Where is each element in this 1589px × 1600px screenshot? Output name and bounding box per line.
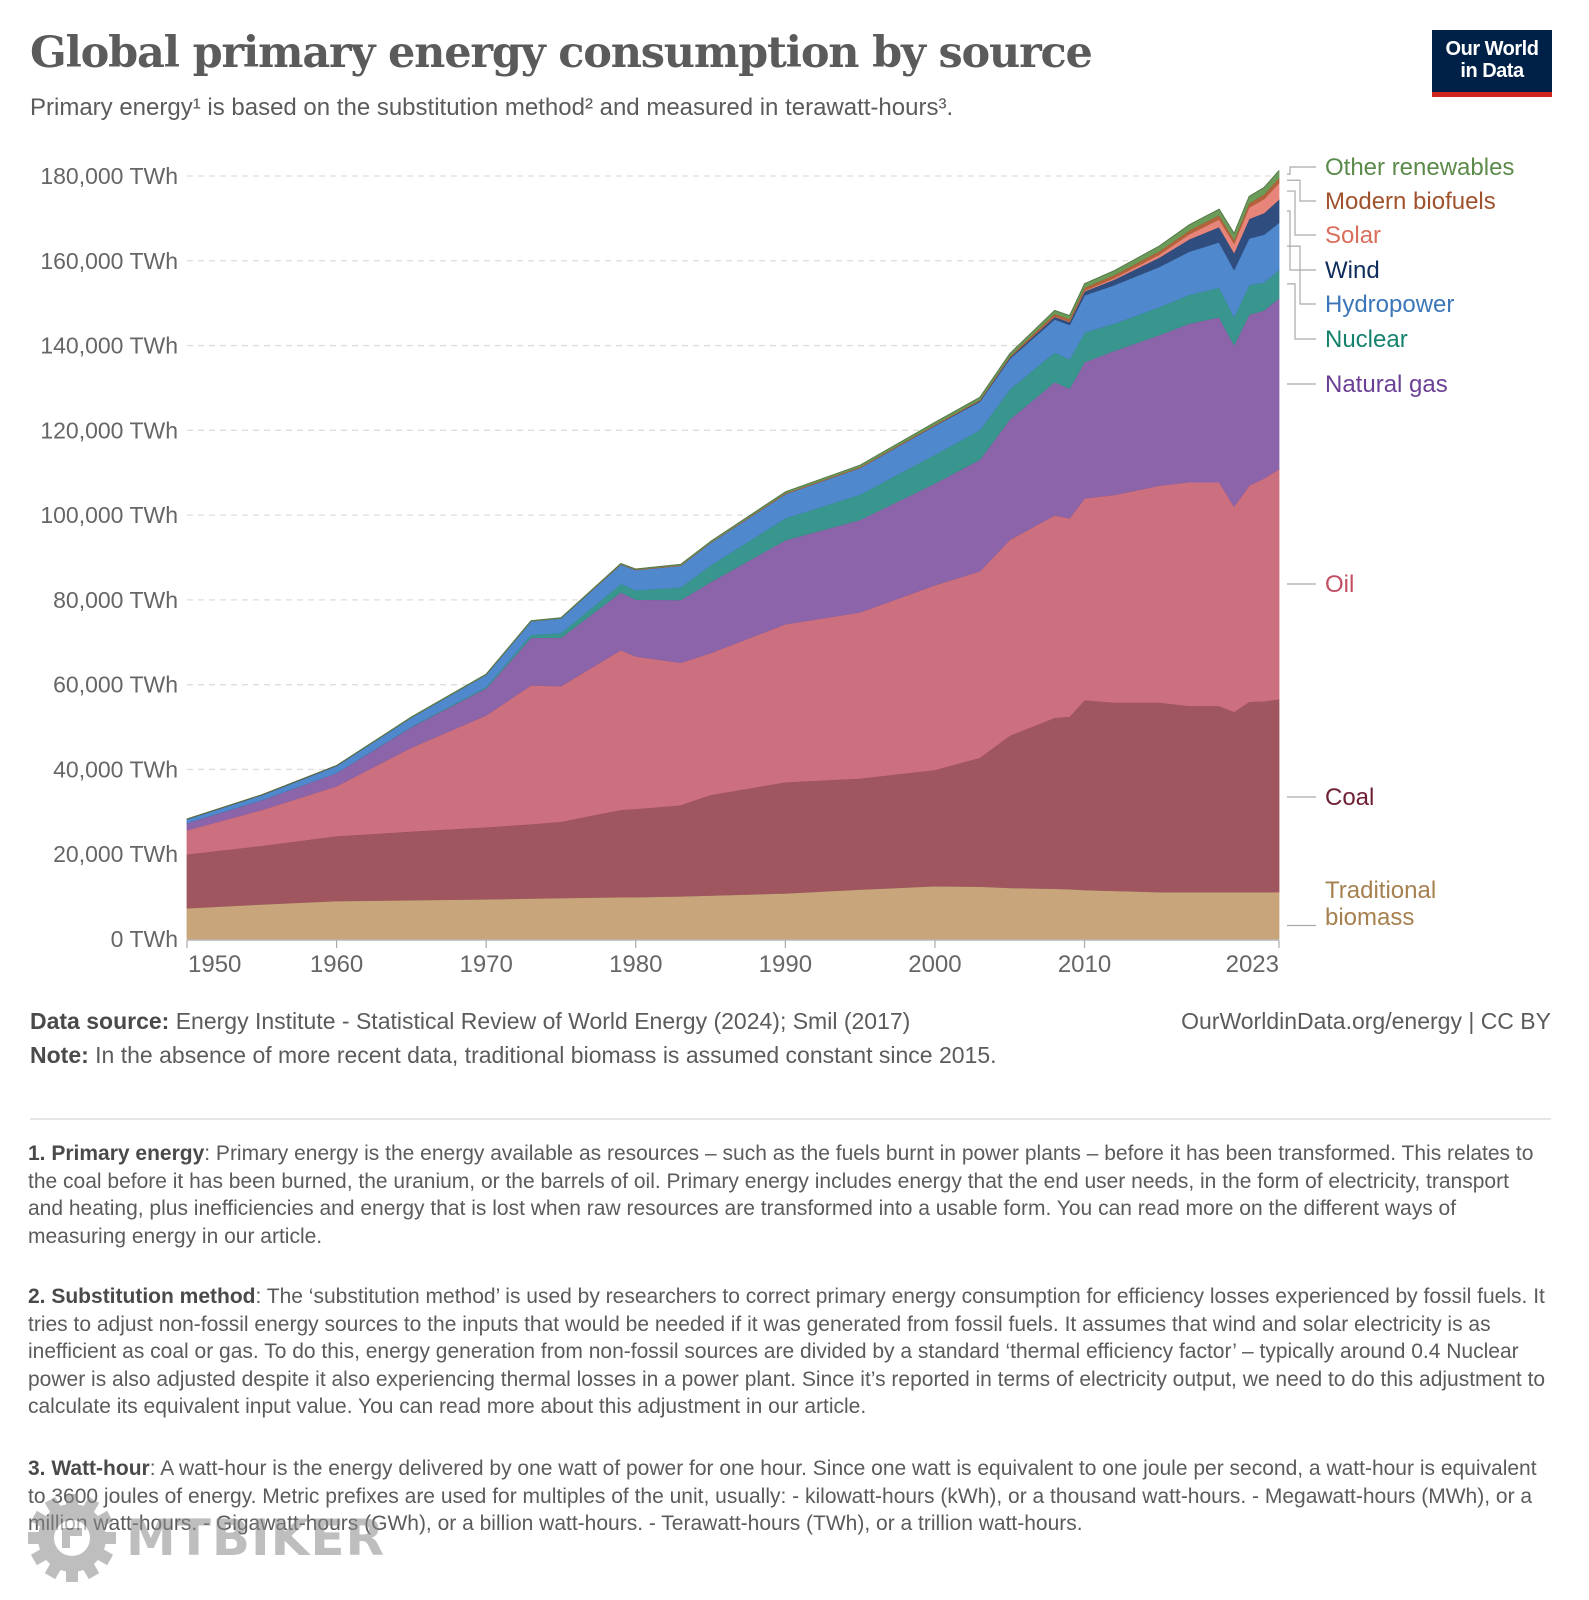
footnote-2-label: 2. Substitution method [28, 1285, 256, 1308]
x-tick-label: 1990 [759, 951, 812, 978]
legend-label-wind[interactable]: Wind [1325, 257, 1380, 284]
legend-leader-line [1287, 210, 1316, 271]
logo-line-2: in Data [1460, 60, 1524, 82]
watermark-text: MTBIKER [126, 1509, 385, 1567]
data-source-label: Data source: [30, 1008, 170, 1034]
note-label: Note: [30, 1042, 89, 1068]
footnote-1: 1. Primary energy: Primary energy is the… [28, 1140, 1548, 1250]
x-tick-label: 2010 [1058, 951, 1111, 978]
legend-label-natural-gas[interactable]: Natural gas [1325, 371, 1448, 398]
chart-subtitle: Primary energy¹ is based on the substitu… [30, 94, 954, 121]
x-tick-label: 1950 [188, 951, 241, 978]
data-source: Data source: Energy Institute - Statisti… [30, 1008, 910, 1035]
area-other-renewables[interactable] [186, 170, 1280, 820]
legend-leader-line [1287, 190, 1316, 236]
watermark: MTBIKER [22, 1488, 385, 1588]
chart-title: Global primary energy consumption by sou… [30, 28, 1093, 78]
y-tick-label: 80,000 TWh [53, 587, 178, 613]
x-tick-label: 1960 [310, 951, 363, 978]
divider [30, 1118, 1551, 1120]
legend-label-oil[interactable]: Oil [1325, 571, 1354, 598]
data-source-text: Energy Institute - Statistical Review of… [169, 1008, 911, 1034]
legend-label-modern-biofuels[interactable]: Modern biofuels [1325, 188, 1496, 215]
footnote-1-label: 1. Primary energy [28, 1142, 205, 1165]
legend-label-coal[interactable]: Coal [1325, 784, 1374, 811]
legend-leader-line [1287, 283, 1316, 340]
x-tick-label: 1970 [459, 951, 512, 978]
x-tick-label: 1980 [609, 951, 662, 978]
y-tick-label: 140,000 TWh [40, 333, 178, 359]
x-axis: 1950 1960 1970 1980 1990 2000 2010 2023 [186, 939, 1280, 978]
legend-label-nuclear[interactable]: Nuclear [1325, 326, 1408, 353]
chart-note: Note: In the absence of more recent data… [30, 1042, 997, 1069]
stacked-area-chart: 0 TWh 20,000 TWh 40,000 TWh 60,000 TWh 80,00… [40, 154, 1514, 978]
legend-label-solar[interactable]: Solar [1325, 222, 1381, 249]
footnote-3-label: 3. Watt-hour [28, 1457, 150, 1480]
x-tick-label: 2000 [908, 951, 961, 978]
y-axis-ticks: 0 TWh 20,000 TWh 40,000 TWh 60,000 TWh 80,00… [40, 163, 178, 952]
logo-line-1: Our World [1445, 38, 1539, 60]
note-text: In the absence of more recent data, trad… [88, 1042, 997, 1068]
legend-label-traditional-biomass[interactable]: Traditional biomass [1325, 877, 1436, 931]
legend-leader-line [1287, 245, 1316, 305]
footnote-2: 2. Substitution method: The ‘substitutio… [28, 1283, 1548, 1421]
legend-leader-line [1287, 179, 1316, 202]
area-edge [186, 170, 1280, 820]
y-tick-label: 160,000 TWh [40, 248, 178, 274]
y-tick-label: 180,000 TWh [40, 163, 178, 189]
y-tick-label: 100,000 TWh [40, 502, 178, 528]
footnote-3-text: : A watt-hour is the energy delivered by… [28, 1457, 1537, 1535]
legend-label-other-renewables[interactable]: Other renewables [1325, 154, 1514, 181]
gear-icon [28, 1494, 116, 1582]
source-url-link[interactable]: OurWorldinData.org/energy | CC BY [1181, 1008, 1551, 1034]
owid-logo[interactable]: Our World in Data [1432, 30, 1552, 97]
y-tick-label: 40,000 TWh [53, 756, 178, 782]
legend: Traditional biomass Coal Oil Natural gas Nucl… [1287, 154, 1514, 931]
x-tick-label: 2023 [1226, 951, 1279, 978]
footnote-2-text: : The ‘substitution method’ is used by r… [28, 1285, 1546, 1418]
y-tick-label: 120,000 TWh [40, 417, 178, 443]
legend-leader-line [1287, 166, 1316, 175]
y-tick-label: 20,000 TWh [53, 841, 178, 867]
footnote-3: 3. Watt-hour: A watt-hour is the energy … [28, 1455, 1548, 1538]
footnote-1-text: : Primary energy is the energy available… [28, 1142, 1534, 1248]
y-tick-label: 60,000 TWh [53, 672, 178, 698]
area-series [186, 170, 1280, 940]
legend-label-hydropower[interactable]: Hydropower [1325, 291, 1454, 318]
y-tick-label: 0 TWh [111, 926, 178, 952]
